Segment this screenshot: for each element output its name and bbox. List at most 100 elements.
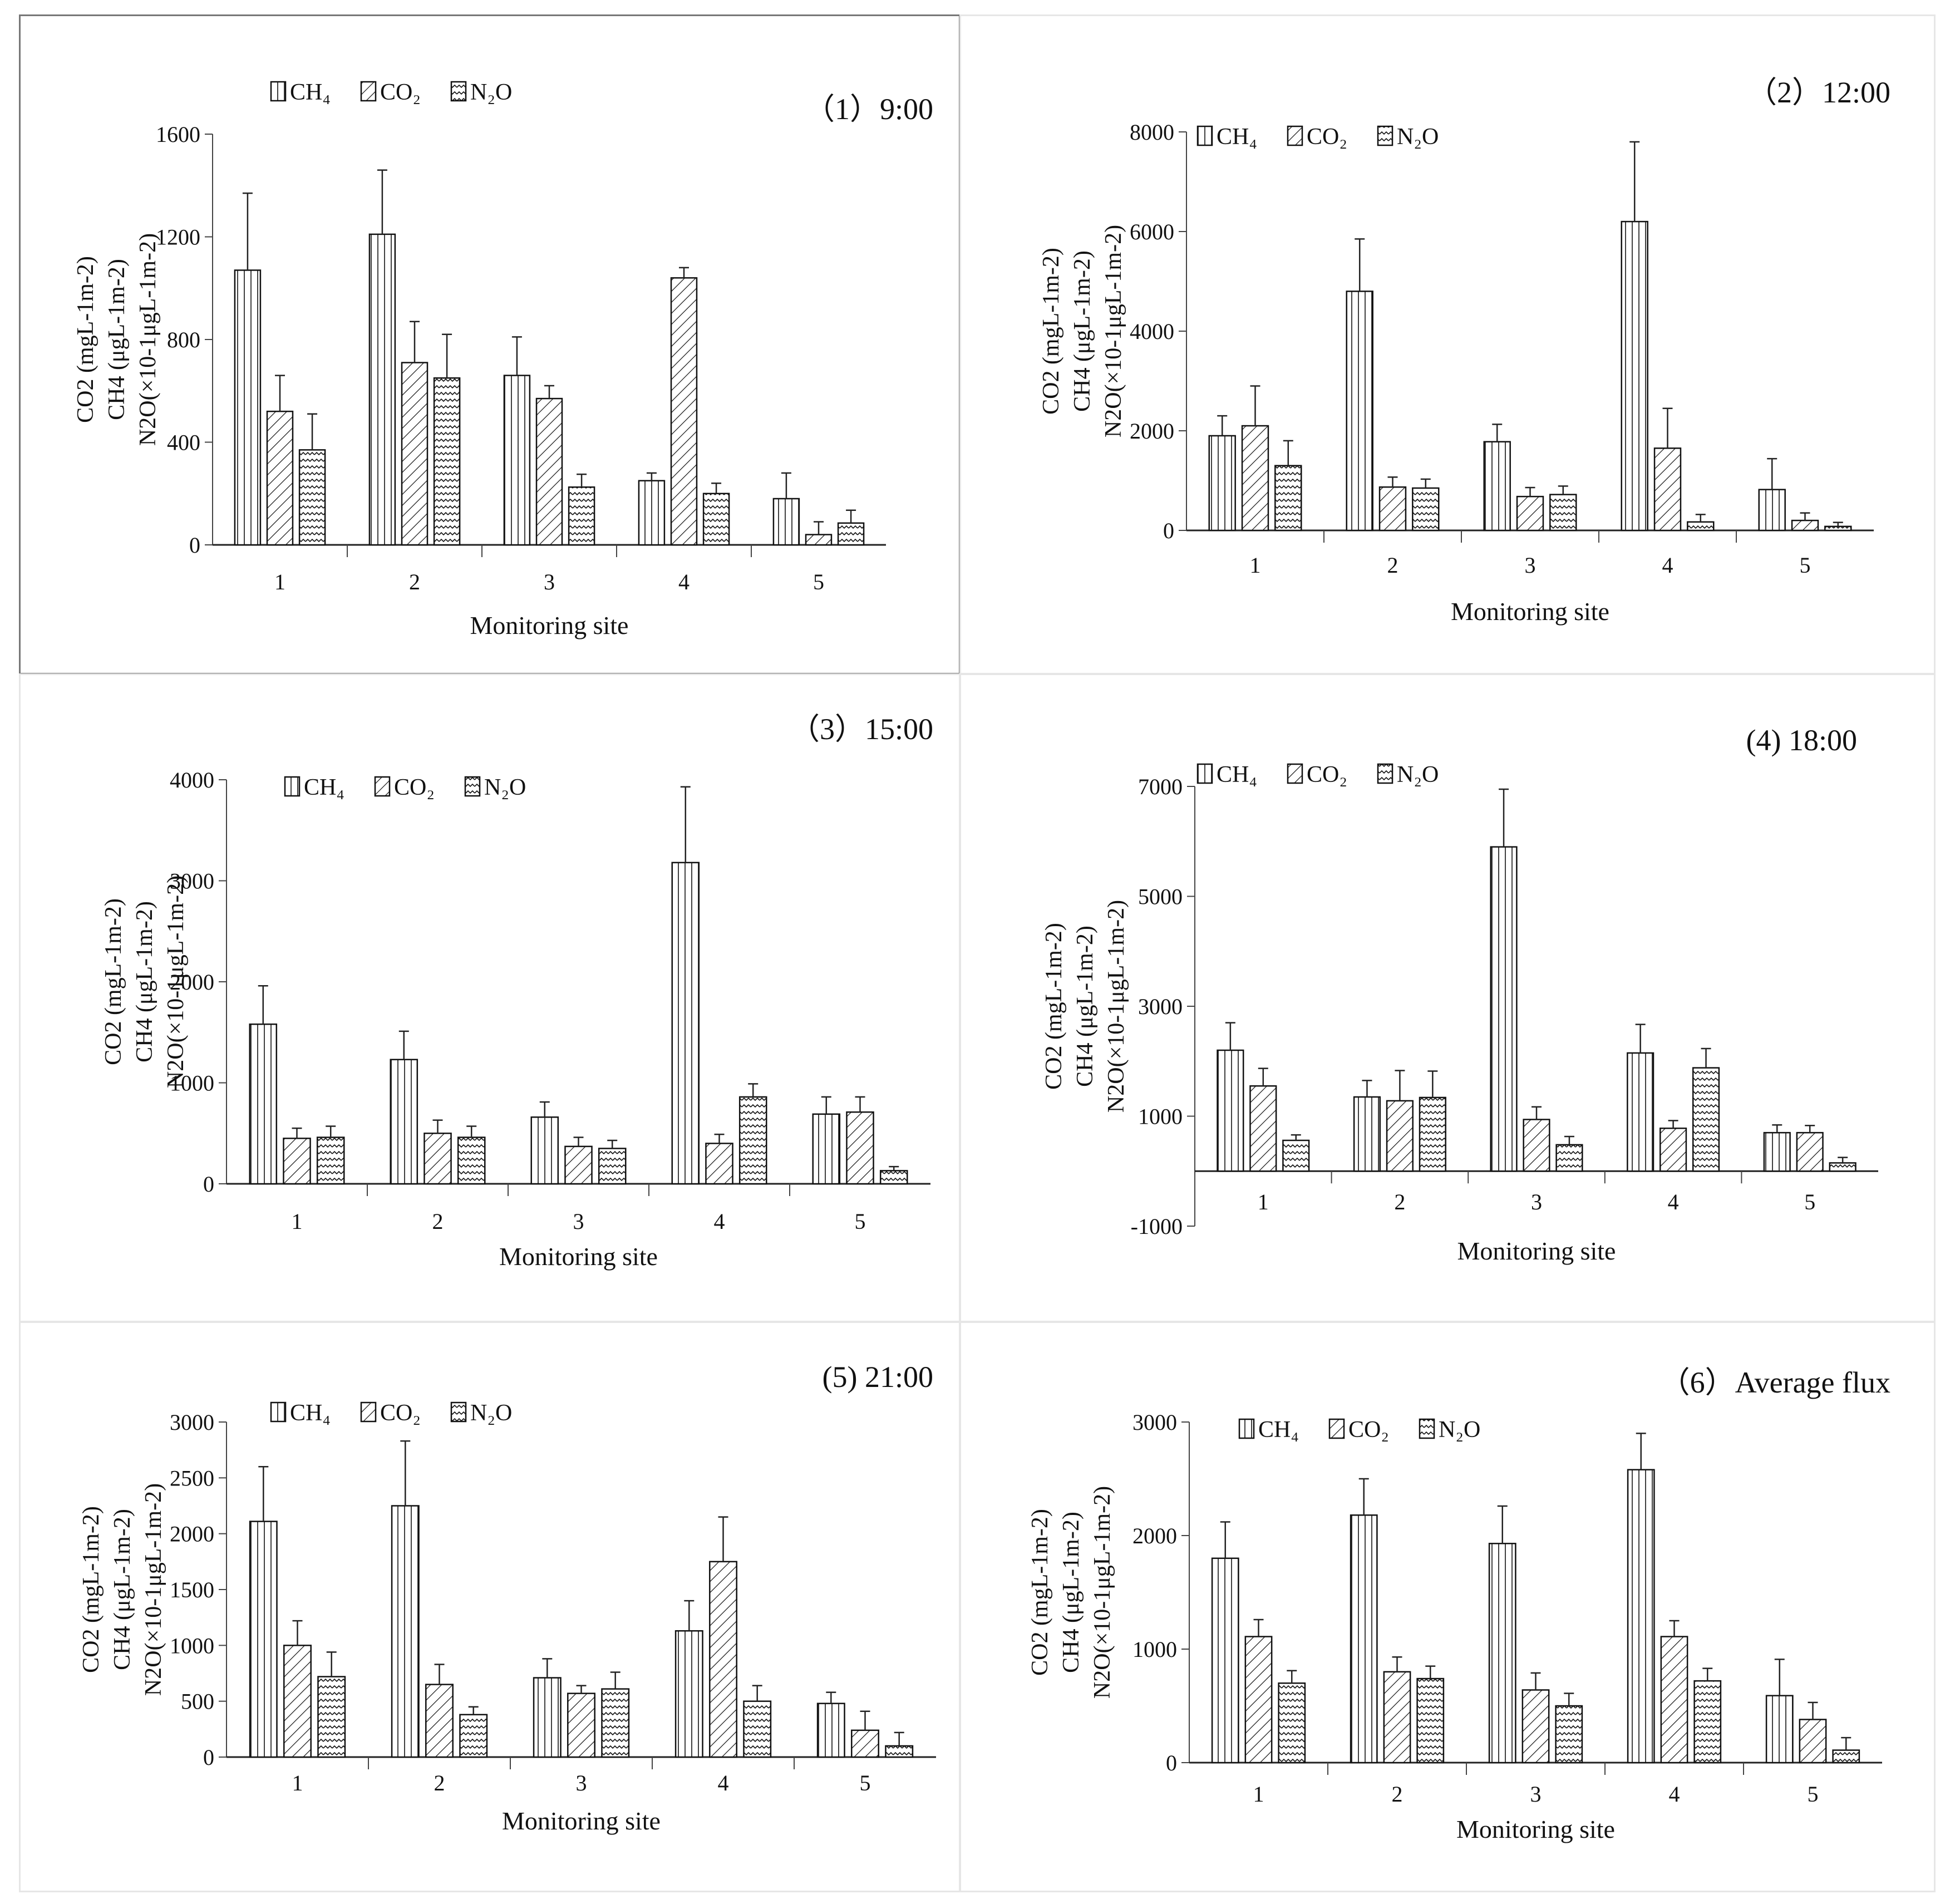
- y-axis-label: CO2 (mgL-1m-2): [1027, 1509, 1053, 1676]
- x-axis-label: Monitoring site: [1451, 597, 1609, 626]
- legend: CH₄ CO₂ N₂O: [1196, 762, 1439, 788]
- y-tick-label: 2000: [1132, 1523, 1177, 1548]
- x-tick-label: 4: [714, 1209, 725, 1234]
- bar-co2-site-2: [1383, 1671, 1411, 1764]
- bar-n2o-site-1: [1282, 1139, 1310, 1172]
- legend-label: N₂O: [470, 80, 512, 105]
- bar-co2-site-1: [266, 410, 294, 546]
- y-tick-label: 3000: [170, 869, 214, 894]
- bar-ch4-site-5: [772, 498, 800, 546]
- x-tick-label: 2: [432, 1209, 444, 1234]
- x-tick-label: 3: [1530, 1782, 1542, 1807]
- bar-co2-site-5: [846, 1111, 874, 1185]
- chart-title: （1）9:00: [805, 92, 933, 126]
- legend-swatch: [270, 81, 287, 102]
- bar-co2-site-3: [564, 1145, 593, 1185]
- bar-n2o-site-5: [1832, 1749, 1860, 1764]
- bar-co2-site-5: [1796, 1131, 1824, 1172]
- legend: CH₄ CO₂ N₂O: [270, 80, 512, 105]
- legend-label: CH₄: [304, 775, 344, 800]
- bar-ch4-site-2: [390, 1059, 418, 1185]
- bar-co2-site-1: [283, 1645, 312, 1758]
- bar-ch4-site-3: [530, 1116, 559, 1185]
- bar-ch4-site-1: [1211, 1557, 1239, 1764]
- x-tick-label: 3: [1525, 553, 1536, 578]
- chart-title: (5) 21:00: [823, 1360, 933, 1394]
- bar-co2-site-4: [1660, 1636, 1688, 1764]
- legend-swatch: [1287, 763, 1303, 784]
- bar-co2-site-4: [709, 1561, 737, 1758]
- y-tick-label: 3000: [1132, 1410, 1177, 1435]
- bar-co2-site-5: [851, 1729, 879, 1758]
- panel-2: （2）12:00 0 2000 4000 6000 8000 1 2 3 4 5 CH₄ CO₂ N₂O M…: [959, 14, 1936, 675]
- y-axis-label: CO2 (mgL-1m-2): [101, 898, 126, 1065]
- bar-n2o-site-2: [459, 1714, 488, 1758]
- bar-ch4-site-1: [1208, 435, 1236, 532]
- legend-swatch: [450, 1401, 467, 1423]
- y-tick-label: 0: [203, 1172, 214, 1197]
- bar-n2o-site-4: [702, 493, 730, 546]
- legend-label: CO₂: [380, 80, 421, 105]
- y-tick-label: 1000: [1132, 1637, 1177, 1662]
- bar-ch4-site-3: [1490, 846, 1518, 1172]
- bar-ch4-site-2: [368, 233, 396, 546]
- bar-n2o-site-4: [1687, 521, 1715, 532]
- y-axis-label: CH4 (μgL-1m-2): [1072, 926, 1098, 1087]
- bar-co2-site-3: [1523, 1119, 1550, 1172]
- bar-n2o-site-3: [1555, 1144, 1583, 1172]
- x-axis-label: Monitoring site: [502, 1807, 661, 1835]
- chart-title: （2）12:00: [1747, 76, 1890, 109]
- legend-swatch: [1419, 1418, 1435, 1439]
- bar-ch4-site-4: [1627, 1052, 1654, 1172]
- legend: CH₄ CO₂ N₂O: [1196, 124, 1439, 150]
- bar-co2-site-2: [425, 1684, 454, 1758]
- legend-label: CO₂: [1348, 1417, 1389, 1443]
- chart-4: (4) 18:00 -1000 1000 3000 5000 7000 1 2 3 4 5 CH₄ CO…: [1041, 724, 1878, 1265]
- legend-swatch: [1328, 1418, 1345, 1439]
- bar-co2-site-3: [567, 1693, 595, 1758]
- y-tick-label: 5000: [1138, 884, 1183, 909]
- bar-co2-site-4: [705, 1143, 733, 1185]
- bar-co2-site-2: [1386, 1100, 1414, 1172]
- y-axis-label: CH4 (μgL-1m-2): [132, 901, 157, 1062]
- bar-n2o-site-4: [1693, 1680, 1722, 1764]
- y-tick-label: 500: [181, 1689, 214, 1714]
- bar-n2o-site-3: [601, 1688, 630, 1758]
- legend-label: CO₂: [1307, 762, 1347, 788]
- panel-6: （6）Average flux 0 1000 2000 3000 1 2 3 4 5 CH₄ CO₂ N…: [959, 1321, 1936, 1892]
- y-axis-label: N2O(×10-1μgL-1m-2): [141, 1483, 166, 1696]
- x-tick-label: 5: [855, 1209, 866, 1234]
- legend-label: CO₂: [380, 1400, 421, 1426]
- y-axis-label: CH4 (μgL-1m-2): [1058, 1512, 1084, 1673]
- bar-ch4-site-2: [1350, 1514, 1378, 1764]
- bar-co2-site-1: [283, 1138, 311, 1185]
- x-tick-label: 5: [1808, 1782, 1819, 1807]
- legend-label: CO₂: [1307, 124, 1347, 150]
- y-axis-label: N2O(×10-1μgL-1m-2): [1090, 1486, 1115, 1699]
- x-tick-label: 2: [1392, 1782, 1403, 1807]
- bar-n2o-site-4: [738, 1096, 767, 1185]
- x-axis-label: Monitoring site: [1457, 1237, 1616, 1265]
- chart-6: （6）Average flux 0 1000 2000 3000 1 2 3 4 5 CH₄ CO₂ N…: [1027, 1366, 1890, 1843]
- y-tick-label: 2000: [1130, 419, 1174, 444]
- chart-5: (5) 21:00 0 500 1000 1500 2000 2500 3000 1 2 3 4 5 CH…: [78, 1360, 936, 1835]
- bar-ch4-site-2: [391, 1505, 420, 1758]
- bar-n2o-site-1: [316, 1137, 345, 1185]
- bar-ch4-site-5: [1763, 1131, 1791, 1172]
- bar-ch4-site-4: [671, 862, 700, 1185]
- bar-ch4-site-4: [1621, 220, 1648, 532]
- bar-n2o-site-1: [317, 1676, 346, 1758]
- y-tick-label: 1000: [1138, 1104, 1183, 1129]
- y-tick-label: 2000: [170, 970, 214, 995]
- y-tick-label: 2500: [170, 1465, 214, 1490]
- x-tick-label: 2: [1394, 1189, 1405, 1214]
- x-tick-label: 2: [409, 569, 420, 594]
- bar-n2o-site-5: [1829, 1162, 1857, 1172]
- y-tick-label: -1000: [1131, 1214, 1183, 1239]
- panel-4: (4) 18:00 -1000 1000 3000 5000 7000 1 2 3 4 5 CH₄ CO…: [959, 673, 1936, 1322]
- y-axis-label: CH4 (μgL-1m-2): [104, 259, 130, 420]
- legend: CH₄ CO₂ N₂O: [284, 775, 526, 800]
- bar-n2o-site-1: [1278, 1682, 1306, 1764]
- bar-co2-site-3: [535, 397, 563, 546]
- bar-co2-site-4: [1660, 1127, 1687, 1172]
